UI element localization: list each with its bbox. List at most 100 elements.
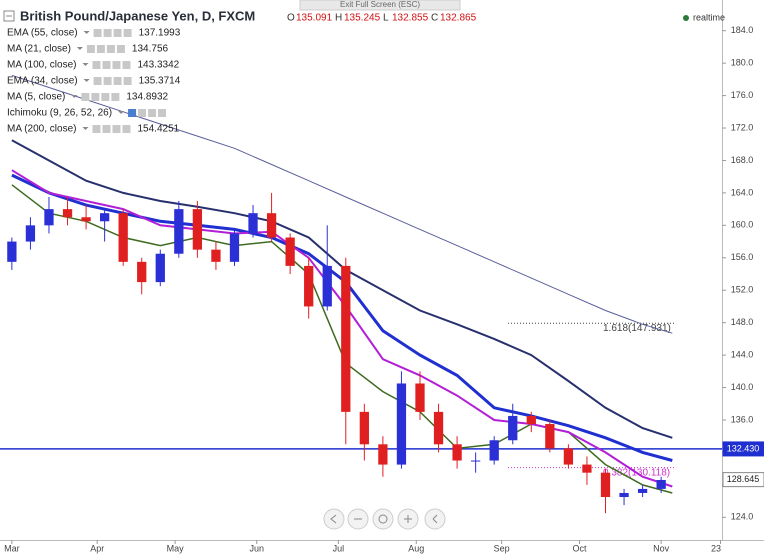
- indicator-button[interactable]: [122, 61, 131, 69]
- indicator-button[interactable]: [96, 45, 105, 53]
- indicator-button[interactable]: [86, 45, 95, 53]
- indicator-button[interactable]: [113, 77, 122, 85]
- fullscreen-tab-label[interactable]: Exit Full Screen (ESC): [340, 0, 420, 9]
- price-label-box: [722, 472, 764, 488]
- indicator-value: 143.3342: [137, 60, 179, 71]
- y-tick-label: 172.0: [731, 122, 754, 132]
- ohlc-value: 132.865: [440, 13, 477, 24]
- nav-left[interactable]: [323, 508, 345, 530]
- candle-body: [174, 209, 184, 254]
- nav-icons: [330, 514, 438, 524]
- y-tick-label: 136.0: [731, 414, 754, 424]
- dropdown-icon: [118, 111, 125, 114]
- indicator-button[interactable]: [81, 93, 90, 101]
- x-tick-label: Jul: [333, 543, 345, 553]
- indicator-button[interactable]: [102, 61, 111, 69]
- candle-body: [192, 209, 203, 250]
- x-tick-label: Nov: [653, 543, 670, 553]
- candle-body: [452, 444, 462, 461]
- indicator-button[interactable]: [123, 29, 132, 37]
- dropdown-icon: [82, 63, 89, 66]
- indicator-name: EMA (34, close): [7, 76, 78, 87]
- candle-body: [563, 448, 574, 465]
- indicator-button[interactable]: [128, 109, 137, 117]
- chart-title: British Pound/Japanese Yen, D, FXCM: [20, 8, 255, 23]
- indicator-name: MA (21, close): [7, 44, 71, 55]
- y-tick-label: 152.0: [731, 285, 754, 295]
- indicator-button[interactable]: [93, 77, 102, 85]
- y-tick-label: 184.0: [731, 25, 754, 35]
- x-tick-label: Aug: [408, 543, 424, 553]
- indicator-button[interactable]: [148, 109, 157, 117]
- indicator-button[interactable]: [158, 109, 167, 117]
- y-tick-label: 156.0: [731, 252, 754, 262]
- candle-body: [322, 265, 332, 307]
- candle-body: [341, 265, 351, 412]
- indicator-button[interactable]: [112, 125, 121, 133]
- indicator-button[interactable]: [102, 125, 111, 133]
- indicator-button[interactable]: [101, 93, 110, 101]
- nav-reset[interactable]: [372, 508, 394, 530]
- indicator-value: 134.756: [132, 44, 169, 55]
- indicator-name: MA (100, close): [7, 60, 76, 71]
- candle-body: [304, 265, 314, 307]
- candle-body: [471, 460, 481, 462]
- indicator-value: 137.1993: [139, 28, 181, 39]
- status-dot: [683, 15, 689, 21]
- indicator-button[interactable]: [92, 125, 101, 133]
- indicator-button[interactable]: [116, 45, 125, 53]
- x-tick-label: Sep: [494, 543, 510, 553]
- indicator-button[interactable]: [123, 77, 132, 85]
- candle-body: [44, 209, 54, 226]
- indicator-name: Ichimoku (9, 26, 52, 26): [7, 108, 112, 119]
- candle-body: [656, 479, 666, 489]
- indicator-button[interactable]: [91, 93, 100, 101]
- x-tick-label: Jun: [249, 543, 264, 553]
- fib-label: 1.618(147.931): [603, 323, 671, 334]
- candle-body: [396, 383, 407, 465]
- indicator-value: 154.4251: [137, 124, 179, 135]
- indicator-button[interactable]: [106, 45, 115, 53]
- ohlc-value: 135.245: [344, 13, 381, 24]
- dropdown-icon: [82, 127, 89, 130]
- indicator-button[interactable]: [103, 29, 112, 37]
- candle-body: [433, 411, 444, 445]
- candle-body: [637, 488, 648, 493]
- indicator-button[interactable]: [93, 29, 102, 37]
- indicator-button[interactable]: [138, 109, 147, 117]
- candle-body: [7, 241, 17, 262]
- indicator-button[interactable]: [103, 77, 112, 85]
- ohlc-value: 132.855: [392, 13, 429, 24]
- y-tick-label: 180.0: [731, 58, 754, 68]
- y-tick-label: 124.0: [731, 512, 754, 522]
- candle-body: [25, 225, 36, 242]
- ohlc-key: H: [335, 13, 342, 24]
- candle-body: [155, 253, 165, 283]
- indicator-button[interactable]: [111, 93, 120, 101]
- candle-body: [359, 411, 369, 445]
- candle-body: [137, 261, 147, 283]
- indicator-button[interactable]: [122, 125, 131, 133]
- x-tick-label: Apr: [90, 543, 104, 553]
- y-tick-label: 144.0: [731, 349, 754, 359]
- candle-body: [99, 213, 110, 222]
- candle-body: [600, 472, 611, 498]
- indicator-button[interactable]: [92, 61, 101, 69]
- candle-body: [582, 464, 592, 473]
- candle-body: [619, 492, 629, 498]
- nav-right[interactable]: [424, 508, 446, 530]
- x-tick-label: May: [167, 543, 185, 553]
- collapse-button[interactable]: [3, 10, 15, 22]
- candle-body: [545, 424, 555, 449]
- indicator-button[interactable]: [113, 29, 122, 37]
- candle-body: [229, 233, 240, 262]
- candle-body: [508, 415, 518, 441]
- indicator-value: 135.3714: [139, 76, 181, 87]
- indicator-name: MA (200, close): [7, 124, 76, 135]
- navigation: [323, 508, 446, 530]
- indicator-button[interactable]: [112, 61, 121, 69]
- status: realtime: [693, 12, 725, 22]
- candle-body: [415, 383, 425, 412]
- fullscreen-tab[interactable]: [299, 0, 461, 11]
